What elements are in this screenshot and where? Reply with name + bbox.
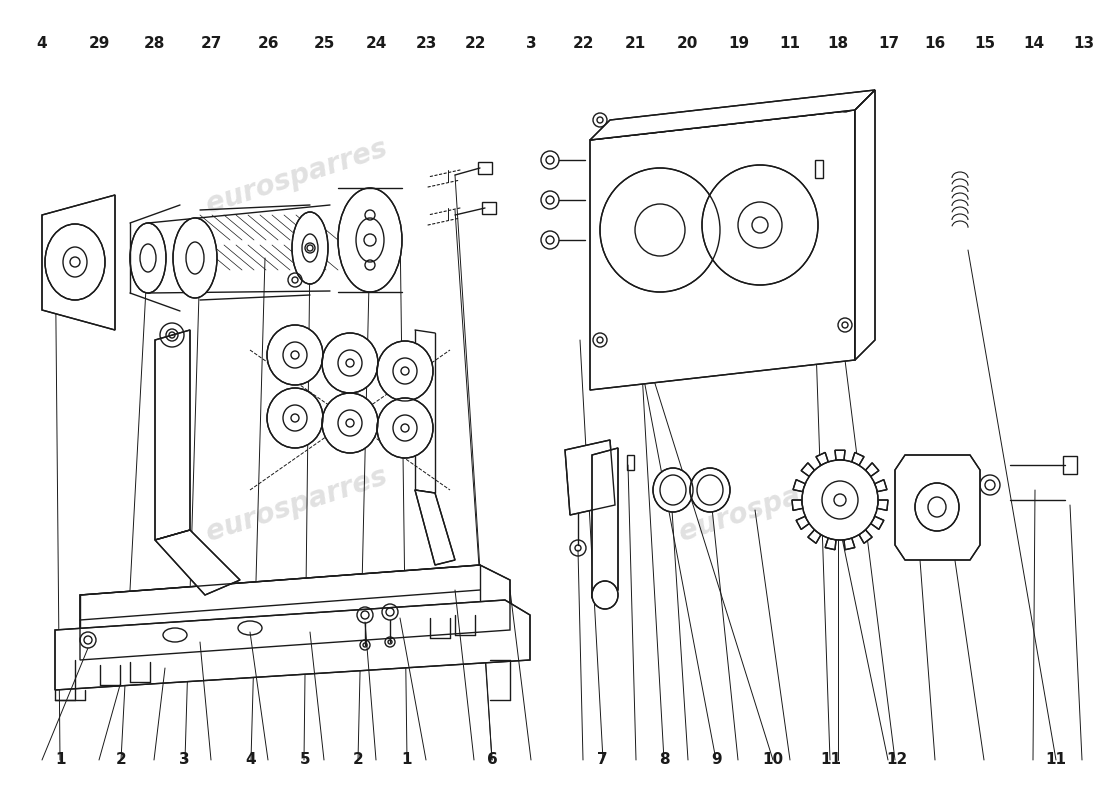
Text: 15: 15 [974,37,996,51]
Ellipse shape [338,188,402,292]
Polygon shape [796,516,810,530]
Polygon shape [55,600,530,690]
Polygon shape [801,463,815,477]
Text: 16: 16 [924,37,946,51]
Polygon shape [874,480,887,492]
Text: eurosparres: eurosparres [202,462,392,546]
Text: eurosparres: eurosparres [675,134,865,218]
Ellipse shape [130,223,166,293]
Ellipse shape [377,341,433,401]
Ellipse shape [653,468,693,512]
Text: 6: 6 [487,753,498,767]
Polygon shape [807,530,821,543]
Text: 9: 9 [711,753,722,767]
Ellipse shape [322,393,378,453]
Text: 2: 2 [353,753,364,767]
Text: 22: 22 [572,37,594,51]
Text: 11: 11 [779,37,801,51]
Polygon shape [80,565,510,660]
Text: 2: 2 [116,753,127,767]
Text: 18: 18 [827,37,849,51]
Text: 11: 11 [1045,753,1067,767]
Text: 20: 20 [676,37,698,51]
Ellipse shape [592,581,618,609]
Text: 22: 22 [464,37,486,51]
Ellipse shape [292,212,328,284]
Text: 5: 5 [299,753,310,767]
Polygon shape [415,490,455,565]
Polygon shape [155,530,240,595]
Bar [627,455,634,470]
Text: 4: 4 [36,37,47,51]
Bar [478,162,492,174]
Polygon shape [851,453,864,466]
Text: 1: 1 [402,753,412,767]
Text: 26: 26 [257,37,279,51]
Polygon shape [155,330,190,540]
Ellipse shape [267,388,323,448]
Polygon shape [590,110,855,390]
Ellipse shape [322,333,378,393]
Bar [482,202,496,214]
Text: 29: 29 [88,37,110,51]
Polygon shape [835,450,845,460]
Text: 21: 21 [625,37,647,51]
Polygon shape [816,453,828,466]
Polygon shape [871,516,884,530]
Bar [1063,456,1077,474]
Text: 19: 19 [728,37,750,51]
Text: 1: 1 [55,753,66,767]
Polygon shape [844,538,855,550]
Polygon shape [859,530,872,543]
Polygon shape [825,538,836,550]
Text: 12: 12 [886,753,907,767]
Polygon shape [855,90,875,360]
Ellipse shape [600,168,720,292]
Ellipse shape [45,224,104,300]
Text: 13: 13 [1072,37,1094,51]
Text: 24: 24 [365,37,387,51]
Text: 23: 23 [416,37,438,51]
Text: eurosparres: eurosparres [675,462,865,546]
Polygon shape [792,500,803,510]
Text: 28: 28 [143,37,165,51]
Text: 27: 27 [200,37,222,51]
Polygon shape [793,480,805,492]
Ellipse shape [173,218,217,298]
Ellipse shape [915,483,959,531]
Text: 14: 14 [1023,37,1045,51]
Text: 11: 11 [820,753,842,767]
Text: 3: 3 [526,37,537,51]
Bar [815,160,823,178]
Polygon shape [565,440,615,515]
Text: 4: 4 [245,753,256,767]
Text: 25: 25 [314,37,336,51]
Text: 10: 10 [762,753,784,767]
Text: 3: 3 [179,753,190,767]
Polygon shape [866,463,879,477]
Ellipse shape [690,468,730,512]
Text: eurosparres: eurosparres [202,134,392,218]
Text: 17: 17 [878,37,900,51]
Polygon shape [590,90,874,140]
Ellipse shape [377,398,433,458]
Polygon shape [42,195,116,330]
Ellipse shape [802,460,878,540]
Polygon shape [592,448,618,598]
Ellipse shape [702,165,818,285]
Polygon shape [895,455,980,560]
Polygon shape [877,500,888,510]
Text: 8: 8 [659,753,670,767]
Text: 7: 7 [597,753,608,767]
Ellipse shape [267,325,323,385]
